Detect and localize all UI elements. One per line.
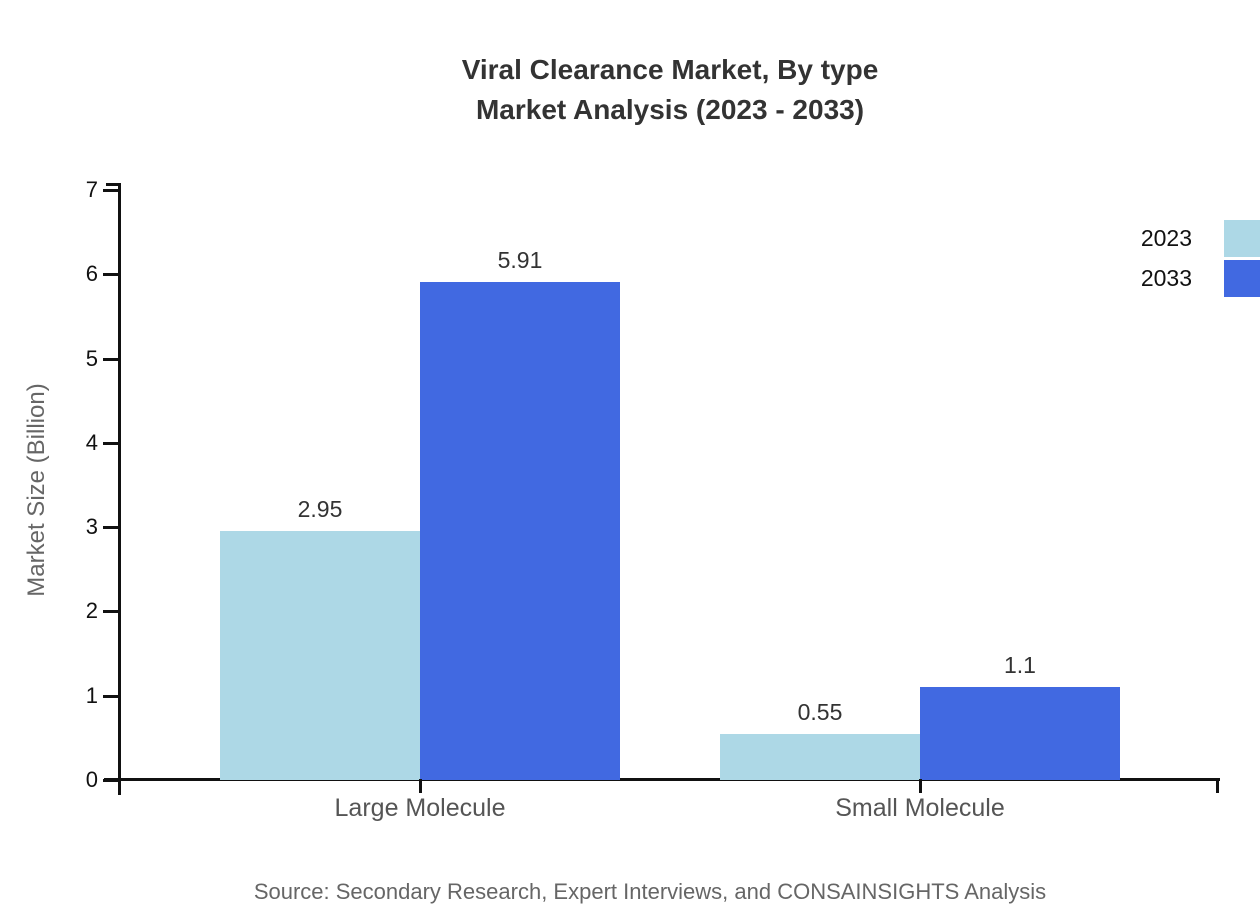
chart-title-line1: Viral Clearance Market, By type <box>461 54 879 85</box>
y-tick-label: 3 <box>85 514 98 539</box>
x-axis-spine <box>104 778 1220 781</box>
x-tick <box>419 779 422 793</box>
y-tick-label: 6 <box>85 261 98 286</box>
y-axis-spine <box>118 183 121 795</box>
y-tick <box>103 273 120 276</box>
y-tick <box>103 695 120 698</box>
legend-swatch-2033 <box>1224 260 1260 297</box>
y-tick <box>103 442 120 445</box>
bar-2033-small-molecule <box>920 687 1120 780</box>
y-tick <box>103 526 120 529</box>
bar-2023-small-molecule <box>720 733 920 780</box>
y-tick <box>103 610 120 613</box>
bar-value-label: 0.55 <box>797 698 843 725</box>
y-tick-label: 7 <box>85 177 98 202</box>
legend-label-2023: 2023 <box>1140 225 1192 251</box>
y-tick <box>103 189 120 192</box>
y-tick-label: 1 <box>85 683 98 708</box>
y-axis-top-cap <box>106 183 120 186</box>
bar-value-label: 5.91 <box>497 246 543 273</box>
bar-2033-large-molecule <box>420 281 620 780</box>
bar-value-label: 1.1 <box>1004 652 1036 679</box>
source-note: Source: Secondary Research, Expert Inter… <box>253 879 1047 904</box>
y-tick <box>103 779 120 782</box>
bar-value-label: 2.95 <box>297 496 343 523</box>
legend-label-2033: 2033 <box>1140 265 1192 291</box>
legend-swatch-2023 <box>1224 220 1260 257</box>
y-tick-label: 4 <box>85 430 98 455</box>
y-tick-label: 2 <box>85 598 98 623</box>
chart-title-line2: Market Analysis (2023 - 2033) <box>475 94 865 125</box>
x-axis-end-cap <box>1216 778 1219 793</box>
y-tick-label: 0 <box>85 767 98 792</box>
x-tick <box>919 779 922 793</box>
y-tick-label: 5 <box>85 346 98 371</box>
y-axis-title: Market Size (Billion) <box>23 383 50 597</box>
y-tick <box>103 358 120 361</box>
bar-2023-large-molecule <box>220 531 420 780</box>
x-axis-category-label: Small Molecule <box>835 794 1005 822</box>
x-axis-category-label: Large Molecule <box>334 794 506 822</box>
